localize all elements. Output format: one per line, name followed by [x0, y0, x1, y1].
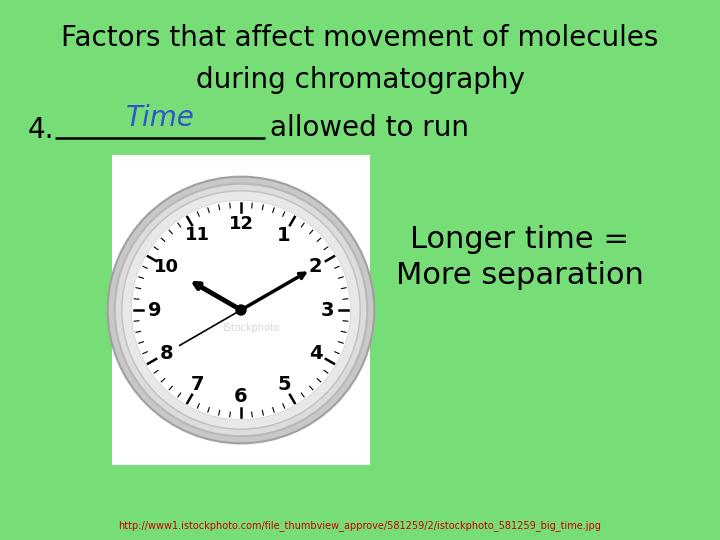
Text: 1: 1 — [277, 226, 291, 245]
Text: http://www1.istockphoto.com/file_thumbview_approve/581259/2/istockphoto_581259_b: http://www1.istockphoto.com/file_thumbvi… — [119, 521, 601, 531]
Text: Time: Time — [125, 104, 194, 132]
Text: 2: 2 — [309, 258, 323, 276]
Text: 9: 9 — [148, 300, 161, 320]
Text: Longer time =: Longer time = — [410, 226, 629, 254]
Text: iStockphoto: iStockphoto — [222, 323, 280, 333]
Text: Factors that affect movement of molecules: Factors that affect movement of molecule… — [61, 24, 659, 52]
Circle shape — [114, 184, 367, 436]
Text: 11: 11 — [186, 226, 210, 245]
Text: 3: 3 — [320, 300, 334, 320]
Circle shape — [122, 191, 360, 429]
Text: 5: 5 — [277, 375, 291, 394]
Text: 10: 10 — [154, 258, 179, 276]
Text: More separation: More separation — [396, 260, 644, 289]
Circle shape — [236, 305, 246, 315]
Text: 7: 7 — [192, 375, 204, 394]
Text: 6: 6 — [234, 387, 248, 406]
Text: allowed to run: allowed to run — [270, 114, 469, 142]
Text: 8: 8 — [160, 343, 174, 362]
Circle shape — [131, 200, 351, 420]
Circle shape — [108, 177, 374, 443]
Text: 4: 4 — [309, 343, 323, 362]
Text: 12: 12 — [228, 215, 253, 233]
Text: during chromatography: during chromatography — [196, 66, 524, 94]
Text: 4.: 4. — [28, 116, 55, 144]
FancyBboxPatch shape — [112, 155, 370, 465]
